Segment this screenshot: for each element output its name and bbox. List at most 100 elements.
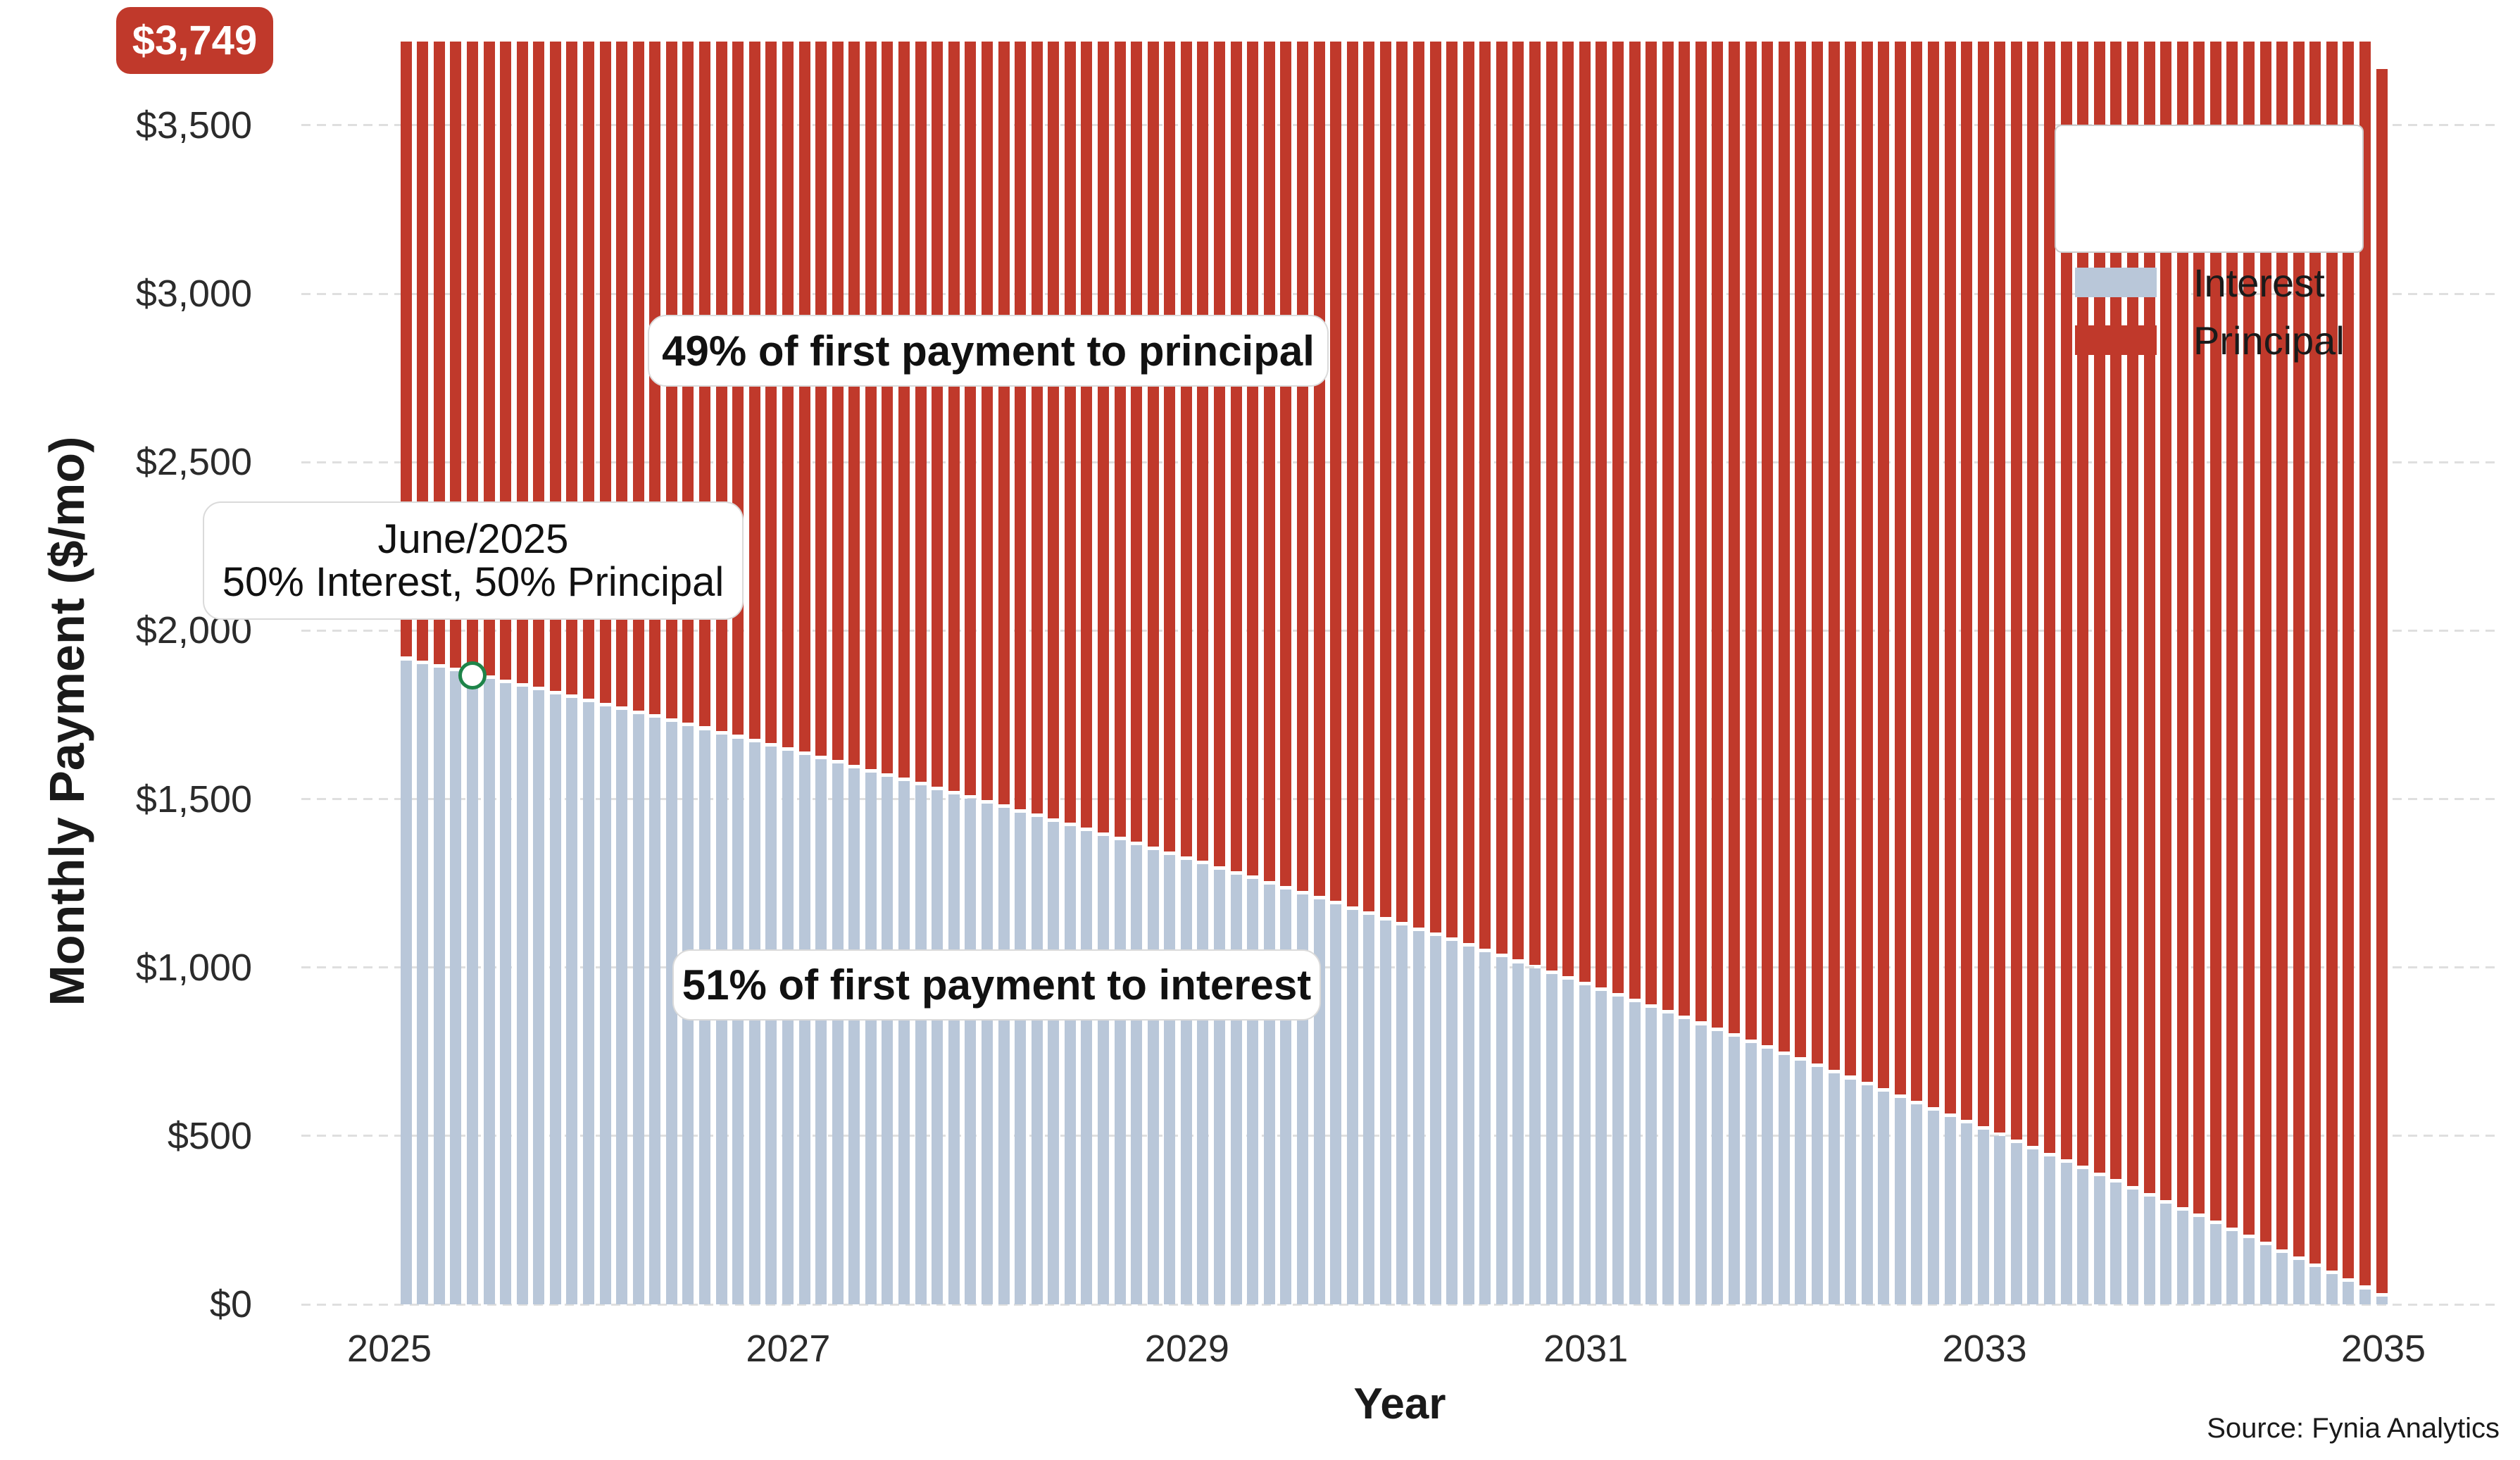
legend-item-interest: Interest (2075, 261, 2325, 305)
principal-bar (2160, 41, 2172, 1200)
principal-bar (2326, 41, 2338, 1271)
principal-bar (1015, 41, 1026, 809)
interest-bar (782, 751, 794, 1304)
principal-bar (1828, 41, 1840, 1070)
legend-item-principal: Principal (2075, 318, 2345, 363)
principal-bar (2243, 41, 2255, 1235)
interest-bar (2326, 1274, 2338, 1304)
interest-bar (2077, 1169, 2089, 1304)
interest-bar (583, 701, 594, 1304)
principal-bar (1894, 41, 1906, 1094)
principal-bar (882, 41, 894, 773)
principal-bar (1147, 41, 1159, 847)
source-credit: Source: Fynia Analytics (2207, 1413, 2500, 1444)
interest-bar (965, 799, 977, 1304)
principal-bar (1446, 41, 1458, 938)
principal-bar (1712, 41, 1724, 1028)
principal-bar (815, 41, 827, 756)
principal-bar (898, 41, 910, 778)
principal-bar (1927, 41, 1939, 1107)
interest-bar (1745, 1042, 1757, 1304)
x-tick-label: 2029 (1144, 1328, 1229, 1370)
interest-bar (1961, 1123, 1973, 1304)
annotation-crossover-line1: June/2025 (377, 516, 569, 562)
principal-bar (832, 41, 844, 761)
monthly-payment-badge: $3,749 (116, 7, 273, 74)
interest-bar (1795, 1061, 1807, 1304)
principal-bar (1131, 41, 1143, 842)
interest-bar (2243, 1238, 2255, 1304)
interest-bar (1894, 1097, 1906, 1304)
interest-bar (882, 777, 894, 1304)
principal-bar (1230, 41, 1242, 871)
interest-bar (981, 803, 993, 1304)
principal-bar (748, 41, 760, 740)
principal-bar (1795, 41, 1807, 1058)
principal-bar (981, 41, 993, 800)
principal-bar (1214, 41, 1225, 866)
principal-bar (2044, 41, 2055, 1153)
interest-bar (865, 772, 877, 1304)
principal-bar (1296, 41, 1308, 891)
interest-bar (948, 794, 960, 1304)
principal-bar (1811, 41, 1823, 1063)
interest-bar (2376, 1297, 2388, 1304)
interest-bar (1828, 1073, 1840, 1304)
interest-bar (1064, 826, 1076, 1304)
interest-bar (1546, 973, 1557, 1304)
principal-bar (1097, 41, 1109, 832)
principal-bar (998, 41, 1010, 804)
legend-label-interest: Interest (2193, 260, 2325, 305)
principal-bar (2259, 41, 2271, 1242)
legend: Interest Principal (2055, 125, 2364, 363)
interest-bar (1645, 1008, 1657, 1304)
principal-bar (2309, 41, 2321, 1264)
principal-bar (765, 41, 777, 744)
principal-bar (1114, 41, 1126, 837)
principal-bar (865, 41, 877, 769)
y-tick-label: $500 (167, 1114, 252, 1157)
principal-bar (782, 41, 794, 748)
interest-bar (932, 790, 944, 1304)
principal-bar (1164, 41, 1176, 851)
principal-bar (1662, 41, 1674, 1011)
principal-bar (1878, 41, 1890, 1089)
interest-bar (2110, 1183, 2122, 1304)
interest-swatch (2075, 268, 2157, 297)
interest-bar (2209, 1224, 2221, 1304)
principal-bar (1961, 41, 1973, 1121)
interest-bar (2093, 1175, 2105, 1304)
y-tick-label: $3,500 (135, 104, 252, 146)
principal-bar (2226, 41, 2238, 1228)
interest-bar (748, 742, 760, 1304)
interest-bar (516, 686, 528, 1304)
x-tick-label: 2027 (746, 1328, 831, 1370)
interest-bar (1845, 1079, 1856, 1304)
principal-bar (1197, 41, 1209, 861)
interest-bar (915, 785, 927, 1304)
interest-bar (2126, 1189, 2138, 1304)
interest-bar (1944, 1117, 1956, 1304)
x-tick-label: 2033 (1942, 1328, 2027, 1370)
principal-bar (1745, 41, 1757, 1040)
principal-bar (1845, 41, 1856, 1076)
interest-bar (1529, 968, 1541, 1304)
interest-bar (1596, 990, 1607, 1304)
interest-bar (400, 660, 412, 1304)
interest-bar (2176, 1210, 2188, 1304)
principal-bar (1330, 41, 1342, 901)
interest-bar (1462, 947, 1474, 1304)
interest-bar (2343, 1282, 2355, 1304)
crossover-marker (458, 661, 487, 690)
interest-bar (1579, 985, 1591, 1304)
principal-bar (1529, 41, 1541, 966)
principal-bar (1596, 41, 1607, 987)
interest-bar (2259, 1245, 2271, 1304)
principal-bar (1396, 41, 1408, 922)
interest-bar (1662, 1013, 1674, 1304)
principal-bar (1081, 41, 1093, 828)
principal-bar (1911, 41, 1923, 1101)
y-tick-label: $0 (209, 1283, 252, 1325)
